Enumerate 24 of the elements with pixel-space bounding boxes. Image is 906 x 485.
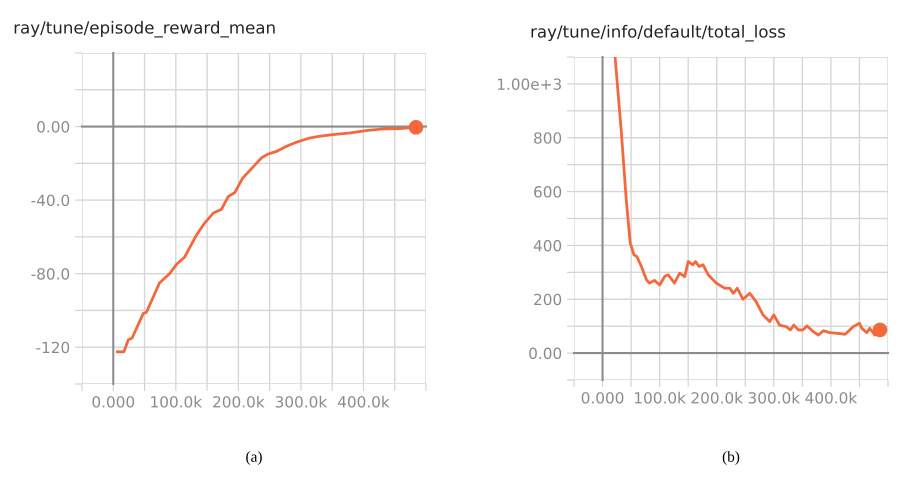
x-tick-label: 0.000 bbox=[582, 392, 624, 404]
chart-title: ray/tune/info/default/total_loss bbox=[532, 24, 786, 42]
x-tick-label: 400.0k bbox=[338, 396, 390, 408]
x-tick-label: 200.0k bbox=[213, 396, 265, 408]
y-tick-label: -40.0 bbox=[31, 194, 70, 206]
text: (a) bbox=[246, 451, 262, 465]
x-tick-label: 100.0k bbox=[635, 392, 686, 404]
y-tick-label: 600 bbox=[534, 186, 562, 198]
text: (b) bbox=[722, 451, 740, 465]
y-tick-label: 0.00 bbox=[529, 348, 562, 360]
y-tick-label: -120 bbox=[36, 342, 70, 354]
y-tick-label: 200 bbox=[534, 294, 562, 306]
y-tick-label: 800 bbox=[534, 132, 562, 144]
x-tick-label: 200.0k bbox=[692, 392, 743, 404]
x-tick-label: 300.0k bbox=[748, 392, 800, 404]
chart-title: ray/tune/episode_reward_mean bbox=[14, 20, 275, 38]
y-tick-label: 1.00e+3 bbox=[498, 78, 561, 90]
x-tick-label: 300.0k bbox=[276, 396, 328, 408]
x-tick-label: 0.000 bbox=[92, 396, 134, 408]
y-tick-label: 400 bbox=[534, 240, 562, 252]
y-tick-label: -80.0 bbox=[31, 268, 70, 280]
y-tick-label: 0.00 bbox=[37, 121, 70, 133]
x-tick-label: 100.0k bbox=[151, 396, 202, 408]
x-tick-label: 400.0k bbox=[805, 392, 858, 404]
